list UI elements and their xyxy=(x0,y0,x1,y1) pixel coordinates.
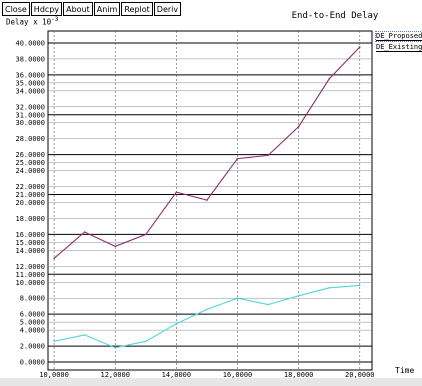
data-point-de-proposed xyxy=(328,78,331,80)
y-tick-label: 16.0000 xyxy=(15,231,45,239)
derivative-button[interactable]: Deriv xyxy=(153,2,182,16)
y-axis-label: Delay x 10-3 xyxy=(6,16,58,27)
x-tick-label: 16,0000 xyxy=(223,371,253,379)
y-tick-label: 21.0000 xyxy=(15,191,45,199)
data-point-de-existing xyxy=(83,334,86,336)
data-point-de-proposed xyxy=(236,157,239,160)
data-point-de-existing xyxy=(53,340,55,343)
data-point-de-existing xyxy=(358,284,361,287)
y-axis-label-text: Delay x 10 xyxy=(6,17,52,27)
hardcopy-button[interactable]: Hdcpy xyxy=(30,2,63,16)
data-point-de-proposed xyxy=(206,199,208,201)
y-tick-label: 38.0000 xyxy=(15,55,45,63)
chart-title: End-to-End Delay xyxy=(291,11,379,21)
data-point-de-proposed xyxy=(53,257,55,260)
y-tick-label: 0.0000 xyxy=(20,359,45,367)
y-tick-label: 2.0000 xyxy=(20,343,45,351)
data-point-de-existing xyxy=(114,346,117,349)
y-tick-label: 25.0000 xyxy=(15,159,45,167)
series-line-de-proposed xyxy=(53,46,361,259)
replot-button[interactable]: Replot xyxy=(121,2,153,16)
legend: DE_Proposed DE_Existing xyxy=(374,31,422,53)
y-tick-label: 12.0000 xyxy=(15,263,45,271)
data-point-de-proposed xyxy=(114,245,117,248)
data-point-de-existing xyxy=(206,308,208,311)
data-point-de-proposed xyxy=(83,231,86,233)
y-tick-label: 31.0000 xyxy=(15,111,45,119)
y-tick-label: 30.0000 xyxy=(15,119,45,127)
y-tick-label: 5.0000 xyxy=(20,319,45,327)
animate-button[interactable]: Anim xyxy=(93,2,121,16)
data-point-de-proposed xyxy=(175,191,178,193)
series-line-de-existing xyxy=(53,284,360,349)
y-tick-label: 26.0000 xyxy=(15,151,45,159)
x-tick-label: 14,0000 xyxy=(162,371,192,379)
y-tick-label: 22.0000 xyxy=(15,183,45,191)
y-axis-label-exponent: -3 xyxy=(51,16,59,23)
y-tick-label: 10.0000 xyxy=(15,279,45,287)
legend-label-proposed: DE_Proposed xyxy=(374,31,422,42)
data-point-de-proposed xyxy=(297,125,300,128)
about-button[interactable]: About xyxy=(63,2,93,16)
y-tick-label: 4.0000 xyxy=(20,327,45,335)
data-point-de-existing xyxy=(267,303,269,306)
y-tick-label: 18.0000 xyxy=(15,215,45,223)
data-point-de-proposed xyxy=(358,46,361,48)
y-tick-label: 34.0000 xyxy=(15,87,45,95)
y-tick-label: 11.0000 xyxy=(15,271,45,279)
data-point-de-proposed xyxy=(145,233,147,236)
toolbar: Close Hdcpy About Anim Replot Deriv xyxy=(2,2,182,18)
y-tick-label: 8.0000 xyxy=(20,295,45,303)
x-tick-label: 12,0000 xyxy=(100,371,130,379)
close-button[interactable]: Close xyxy=(2,2,30,16)
y-tick-label: 40.0000 xyxy=(15,39,45,47)
legend-item-existing[interactable]: DE_Existing xyxy=(376,42,422,53)
data-point-de-existing xyxy=(297,295,300,297)
plot-frame xyxy=(47,30,373,371)
y-tick-label: 24.0000 xyxy=(15,167,45,175)
y-tick-label: 14.0000 xyxy=(15,247,45,255)
x-tick-label: 20,0000 xyxy=(345,371,375,379)
y-tick-label: 35.0000 xyxy=(15,79,45,87)
x-tick-label: 18,0000 xyxy=(284,371,314,379)
legend-label-existing: DE_Existing xyxy=(376,43,422,52)
y-tick-label: 15.0000 xyxy=(15,239,45,247)
y-tick-label: 32.0000 xyxy=(15,103,45,111)
y-tick-label: 6.0000 xyxy=(20,311,45,319)
data-point-de-existing xyxy=(175,322,178,325)
x-axis-label: Time xyxy=(395,366,415,375)
data-point-de-existing xyxy=(328,287,331,289)
data-point-de-existing xyxy=(236,297,239,300)
legend-item-proposed[interactable]: DE_Proposed xyxy=(374,31,422,42)
data-point-de-existing xyxy=(145,340,147,343)
x-tick-label: 10,0000 xyxy=(39,371,69,379)
data-point-de-proposed xyxy=(267,154,269,157)
y-tick-label: 20.0000 xyxy=(15,199,45,207)
y-tick-label: 28.0000 xyxy=(15,135,45,143)
window-bottom-border xyxy=(0,378,422,386)
y-tick-label: 36.0000 xyxy=(15,71,45,79)
